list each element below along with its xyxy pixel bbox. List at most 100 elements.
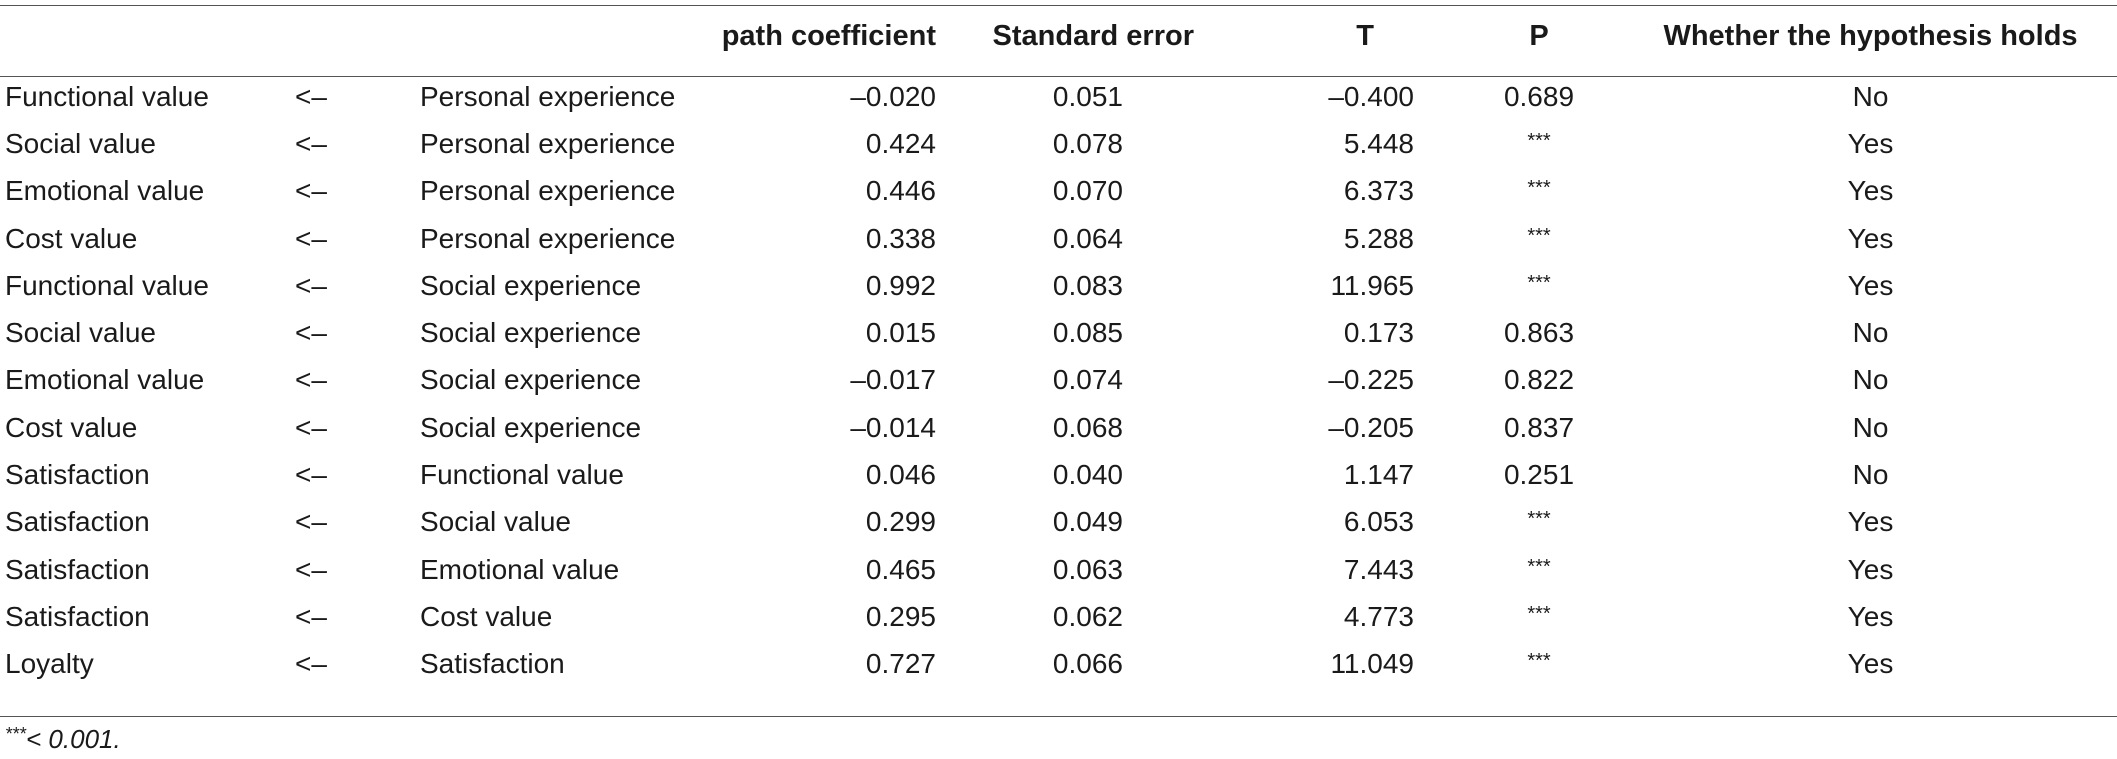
cell-independent-variable: Cost value: [420, 600, 553, 632]
cell-hypothesis-holds: No: [1852, 411, 1889, 443]
cell-path-arrow: <–: [295, 648, 327, 680]
cell-hypothesis-holds: Yes: [1847, 600, 1894, 632]
table-row: Satisfaction <– Emotional value 0.465 0.063 7…: [0, 546, 2117, 593]
cell-path-coefficient: 0.295: [865, 600, 936, 632]
cell-standard-error: 0.062: [1052, 600, 1123, 632]
footnote-text: < 0.001.: [26, 724, 121, 754]
cell-standard-error: 0.070: [1052, 175, 1123, 207]
cell-independent-variable: Social value: [420, 506, 571, 538]
cell-t-value: 7.443: [1343, 553, 1414, 585]
table-row: Satisfaction <– Cost value 0.295 0.062 4.773 *…: [0, 593, 2117, 640]
cell-t-value: 11.965: [1330, 269, 1414, 301]
table-row: Emotional value <– Personal experience 0.44…: [0, 168, 2117, 215]
table-header-row: path coefficient Standard error T P Whet…: [0, 0, 2117, 73]
cell-p-value: 0.689: [1503, 80, 1575, 112]
cell-dependent-variable: Satisfaction: [5, 600, 150, 632]
cell-independent-variable: Social experience: [420, 269, 642, 301]
cell-t-value: 5.448: [1343, 127, 1414, 159]
cell-dependent-variable: Satisfaction: [5, 506, 150, 538]
cell-p-value: 0.251: [1503, 459, 1575, 491]
cell-standard-error: 0.066: [1052, 648, 1123, 680]
cell-standard-error: 0.085: [1052, 317, 1123, 349]
cell-p-value: 0.822: [1503, 364, 1575, 396]
cell-path-arrow: <–: [295, 459, 327, 491]
cell-hypothesis-holds: Yes: [1847, 222, 1894, 254]
cell-dependent-variable: Social value: [5, 127, 156, 159]
cell-path-arrow: <–: [295, 269, 327, 301]
cell-path-arrow: <–: [295, 553, 327, 585]
cell-path-coefficient: 0.465: [865, 553, 936, 585]
cell-t-value: 1.147: [1343, 459, 1414, 491]
significance-stars: ***: [1527, 650, 1551, 673]
cell-hypothesis-holds: Yes: [1847, 553, 1894, 585]
cell-p-value: 0.863: [1503, 317, 1575, 349]
cell-path-coefficient: 0.992: [865, 269, 936, 301]
cell-p-value: ***: [1454, 215, 1624, 262]
cell-standard-error: 0.063: [1052, 553, 1123, 585]
cell-t-value: 4.773: [1343, 600, 1414, 632]
cell-path-coefficient: 0.424: [865, 127, 936, 159]
cell-t-value: 6.373: [1343, 175, 1414, 207]
header-hypothesis-holds: Whether the hypothesis holds: [1663, 20, 2078, 52]
significance-stars: ***: [1527, 602, 1551, 625]
cell-dependent-variable: Satisfaction: [5, 459, 150, 491]
cell-p-value: ***: [1454, 262, 1624, 309]
cell-independent-variable: Personal experience: [420, 80, 676, 112]
cell-path-arrow: <–: [295, 506, 327, 538]
cell-standard-error: 0.074: [1052, 364, 1123, 396]
cell-hypothesis-holds: Yes: [1847, 127, 1894, 159]
cell-hypothesis-holds: No: [1852, 317, 1889, 349]
header-p: P: [1529, 20, 1549, 52]
header-arrow: [295, 0, 420, 73]
cell-dependent-variable: Loyalty: [5, 648, 94, 680]
significance-stars: ***: [1527, 555, 1551, 578]
cell-p-value: ***: [1454, 593, 1624, 640]
cell-path-coefficient: 0.727: [865, 648, 936, 680]
cell-standard-error: 0.040: [1052, 459, 1123, 491]
significance-stars: ***: [1527, 129, 1551, 152]
significance-stars: ***: [1527, 508, 1551, 531]
cell-hypothesis-holds: Yes: [1847, 269, 1894, 301]
cell-path-arrow: <–: [295, 411, 327, 443]
cell-hypothesis-holds: No: [1852, 459, 1889, 491]
cell-standard-error: 0.078: [1052, 127, 1123, 159]
cell-dependent-variable: Social value: [5, 317, 156, 349]
significance-stars: ***: [1527, 224, 1551, 247]
cell-dependent-variable: Satisfaction: [5, 553, 150, 585]
cell-independent-variable: Social experience: [420, 364, 642, 396]
cell-path-arrow: <–: [295, 317, 327, 349]
cell-t-value: 0.173: [1343, 317, 1414, 349]
cell-path-arrow: <–: [295, 127, 327, 159]
table-top-rule: [0, 5, 2117, 6]
table-row: Satisfaction <– Social value 0.299 0.049 6.05…: [0, 499, 2117, 546]
table-row: Social value <– Personal experience 0.424 0.…: [0, 120, 2117, 167]
table-row: Loyalty <– Satisfaction 0.727 0.066 11.049 ***…: [0, 641, 2117, 688]
header-t: T: [1356, 20, 1374, 52]
header-independent: [420, 0, 720, 73]
cell-path-coefficient: –0.014: [850, 411, 936, 443]
cell-independent-variable: Social experience: [420, 411, 642, 443]
table-row: Satisfaction <– Functional value 0.046 0.040…: [0, 451, 2117, 498]
cell-path-coefficient: –0.017: [850, 364, 936, 396]
cell-path-coefficient: 0.446: [865, 175, 936, 207]
significance-stars: ***: [1527, 177, 1551, 200]
table-row: Social value <– Social experience 0.015 0.08…: [0, 309, 2117, 356]
cell-p-value: ***: [1454, 546, 1624, 593]
table-body: Functional value <– Personal experience –0.…: [0, 73, 2117, 688]
cell-path-arrow: <–: [295, 80, 327, 112]
cell-path-arrow: <–: [295, 364, 327, 396]
cell-hypothesis-holds: Yes: [1847, 648, 1894, 680]
cell-path-coefficient: 0.299: [865, 506, 936, 538]
header-standard-error: Standard error: [992, 20, 1194, 52]
cell-dependent-variable: Cost value: [5, 411, 138, 443]
cell-independent-variable: Social experience: [420, 317, 642, 349]
cell-path-arrow: <–: [295, 222, 327, 254]
cell-hypothesis-holds: No: [1852, 80, 1889, 112]
cell-path-coefficient: 0.046: [865, 459, 936, 491]
cell-independent-variable: Emotional value: [420, 553, 620, 585]
cell-path-coefficient: 0.015: [865, 317, 936, 349]
cell-t-value: 6.053: [1343, 506, 1414, 538]
cell-independent-variable: Satisfaction: [420, 648, 565, 680]
table-bottom-rule: [0, 716, 2117, 717]
cell-standard-error: 0.049: [1052, 506, 1123, 538]
